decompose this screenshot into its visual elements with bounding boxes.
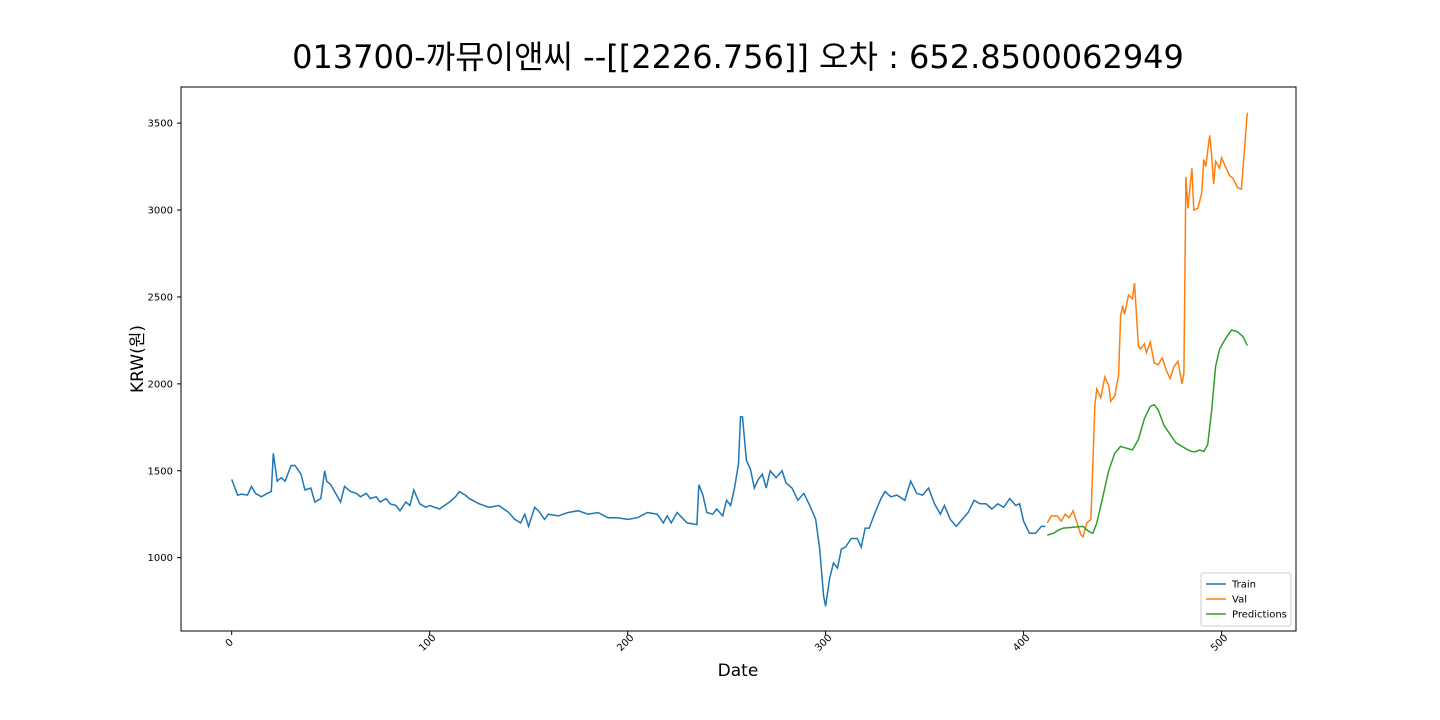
legend-label: Val [1232, 595, 1247, 606]
x-tick-label: 100 [417, 633, 438, 654]
y-tick-label: 1500 [148, 466, 173, 477]
chart-title: 013700-까뮤이앤씨 --[[2226.756]] 오차 : 652.850… [292, 38, 1184, 76]
line [230, 416, 1046, 607]
y-axis-label: KRW(원) [128, 325, 148, 393]
x-axis-label: Date [718, 661, 759, 681]
x-tick-label: 200 [615, 633, 636, 654]
legend-label: Train [1231, 580, 1256, 591]
line [1046, 112, 1249, 539]
y-tick-label: 3000 [148, 206, 173, 217]
x-tick-label: 0 [224, 637, 236, 649]
legend: Train Val Predictions [1200, 572, 1292, 627]
plot-frame [180, 86, 1297, 632]
legend-box [1200, 572, 1292, 627]
y-tick-label: 2500 [148, 292, 173, 303]
y-tick-label: 1000 [148, 553, 173, 564]
x-tick-label: 500 [1209, 633, 1230, 654]
y-tick-label: 3500 [148, 119, 173, 130]
y-tick-label: 2000 [148, 379, 173, 390]
legend-label: Predictions [1232, 610, 1287, 621]
line [1047, 329, 1248, 536]
x-tick-label: 300 [813, 633, 834, 654]
x-tick-label: 400 [1011, 633, 1032, 654]
